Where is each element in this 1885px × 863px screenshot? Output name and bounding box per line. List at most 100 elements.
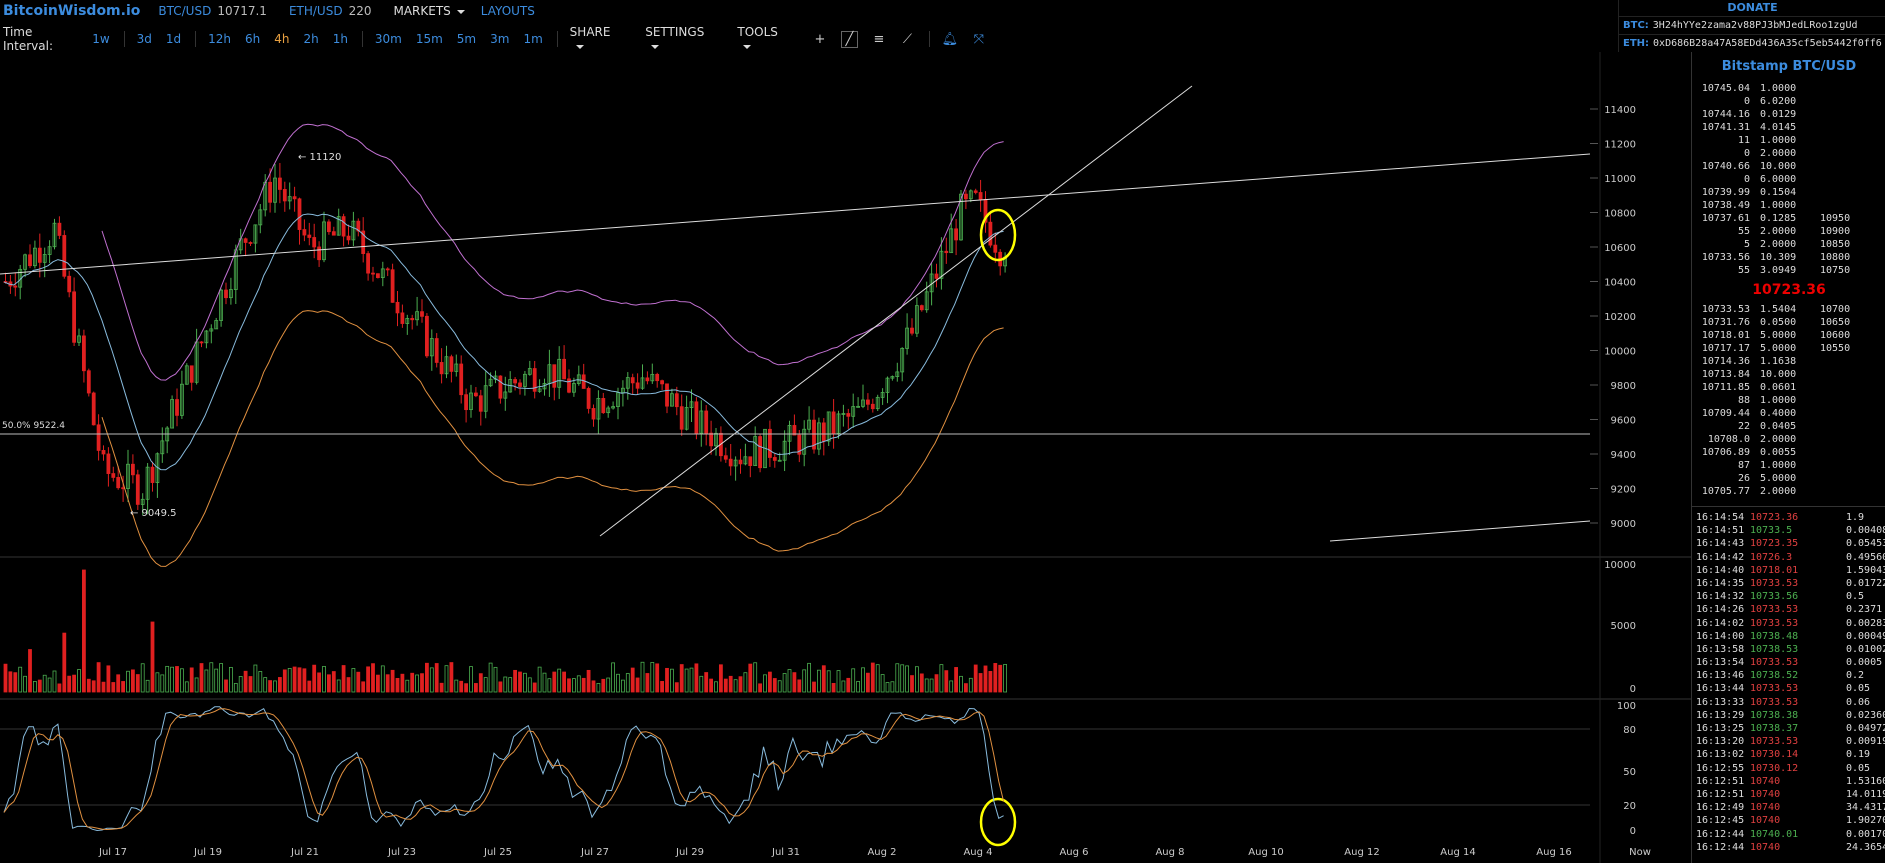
donate-title[interactable]: DONATE — [1727, 1, 1778, 14]
interval-3m[interactable]: 3m — [490, 32, 510, 46]
settings-menu[interactable]: SETTINGS — [645, 25, 711, 53]
orderbook-row[interactable]: 87 1.0000 — [1692, 459, 1885, 472]
volume-bar — [415, 674, 420, 693]
orderbook-row[interactable]: 10733.53 1.5404 10700 — [1692, 303, 1885, 316]
interval-1w[interactable]: 1w — [92, 32, 110, 46]
volume-bar — [209, 662, 214, 693]
date-axis-label: Aug 14 — [1440, 847, 1475, 858]
trade-row: 16:12:51 10740 1.53160 — [1692, 775, 1885, 788]
orderbook-row[interactable]: 10708.0 2.0000 — [1692, 433, 1885, 446]
volume-bar — [557, 668, 562, 693]
tools-menu[interactable]: TOOLS — [737, 25, 786, 53]
pair-btc-usd[interactable]: BTC/USD — [158, 4, 212, 18]
orderbook-row[interactable]: 0 6.0200 — [1692, 95, 1885, 108]
price-axis-label: 11000 — [1604, 174, 1636, 185]
orderbook-row[interactable]: 10740.66 10.000 — [1692, 160, 1885, 173]
orderbook-row[interactable]: 10744.16 0.0129 — [1692, 108, 1885, 121]
candle-body — [792, 425, 797, 436]
crosshair-icon[interactable]: + — [814, 31, 826, 47]
orderbook-row[interactable]: 0 6.0000 — [1692, 173, 1885, 186]
orderbook-row[interactable]: 10717.17 5.0000 10550 — [1692, 342, 1885, 355]
stoch-axis-label: 80 — [1623, 725, 1636, 736]
candle-body — [459, 363, 464, 396]
orderbook-row[interactable]: 22 0.0405 — [1692, 420, 1885, 433]
orderbook-row[interactable]: 10731.76 0.0500 10650 — [1692, 316, 1885, 329]
trade-time: 16:13:46 — [1696, 670, 1745, 682]
candle-body — [23, 254, 28, 270]
interval-15m[interactable]: 15m — [415, 32, 443, 46]
interval-4h[interactable]: 4h — [274, 32, 290, 46]
orderbook-row[interactable]: 10737.61 0.1285 10950 — [1692, 212, 1885, 225]
candle-body — [400, 312, 405, 324]
orderbook-row[interactable]: 10713.84 10.000 — [1692, 368, 1885, 381]
candle-body — [846, 413, 851, 417]
orderbook-row[interactable]: 10705.77 2.0000 — [1692, 485, 1885, 498]
interval-5m[interactable]: 5m — [456, 32, 477, 46]
orderbook-row[interactable]: 11 1.0000 — [1692, 134, 1885, 147]
orderbook-row[interactable]: 26 5.0000 — [1692, 472, 1885, 485]
orderbook-row[interactable]: 10711.85 0.0601 — [1692, 381, 1885, 394]
orderbook-row[interactable]: 10718.01 5.0000 10600 — [1692, 329, 1885, 342]
volume-bar — [77, 669, 81, 693]
orderbook-row[interactable]: 55 2.0000 10900 — [1692, 225, 1885, 238]
candle-body — [204, 330, 209, 344]
pair-eth-usd[interactable]: ETH/USD — [288, 4, 343, 18]
eth-address[interactable]: 0xD686B28a47A58EDd436A35cf5eb5442f0ff6 — [1653, 38, 1882, 49]
candle-body — [826, 411, 831, 442]
trade-time: 16:14:32 — [1696, 591, 1745, 603]
btc-address[interactable]: 3H24hYYe2zama2v88PJ3bMJedLRoo1zgUd — [1652, 20, 1858, 31]
trendline-icon[interactable]: ╱ — [841, 30, 858, 48]
orderbook-row[interactable]: 10709.44 0.4000 — [1692, 407, 1885, 420]
volume-bar — [978, 673, 983, 693]
interval-30m[interactable]: 30m — [374, 32, 402, 46]
orderbook-row[interactable]: 10738.49 1.0000 — [1692, 199, 1885, 212]
volume-bar — [170, 666, 175, 693]
date-axis-label: Jul 31 — [771, 847, 800, 858]
layouts-link[interactable]: LAYOUTS — [480, 4, 535, 18]
interval-12h[interactable]: 12h — [208, 32, 231, 46]
orderbook-row[interactable]: 0 2.0000 — [1692, 147, 1885, 160]
orderbook-row[interactable]: 10745.04 1.0000 — [1692, 82, 1885, 95]
volume-bar — [875, 664, 880, 693]
volume-bar — [836, 670, 841, 693]
markets-menu[interactable]: MARKETS — [393, 4, 465, 18]
candle-body — [866, 399, 870, 405]
orderbook-depth-price: 10750 — [1820, 265, 1851, 276]
volume-bar — [787, 669, 792, 693]
trade-price: 10733.53 — [1750, 604, 1799, 616]
candle-body — [96, 424, 101, 451]
orderbook-row[interactable]: 88 1.0000 — [1692, 394, 1885, 407]
interval-1h[interactable]: 1h — [332, 32, 348, 46]
trade-amount: 24.3654 — [1846, 841, 1885, 853]
site-logo[interactable]: BitcoinWisdom.io — [3, 3, 141, 19]
share-menu[interactable]: SHARE — [570, 25, 620, 53]
price-btc-usd: 10717.1 — [217, 4, 267, 18]
horizontal-lines-icon[interactable]: ≡ — [873, 31, 885, 47]
volume-bar — [366, 666, 371, 693]
orderbook-row[interactable]: 10741.31 4.0145 — [1692, 121, 1885, 134]
interval-6h[interactable]: 6h — [244, 32, 261, 46]
interval-1m[interactable]: 1m — [523, 32, 543, 46]
orderbook-row[interactable]: 5 2.0000 10850 — [1692, 238, 1885, 251]
volume-bar — [983, 665, 988, 693]
trade-amount: 0.0005 — [1846, 657, 1883, 669]
volume-bar — [738, 676, 743, 693]
interval-2h[interactable]: 2h — [303, 32, 319, 46]
orderbook-row[interactable]: 10739.99 0.1504 — [1692, 186, 1885, 199]
bell-icon[interactable]: 🔔︎ — [941, 31, 959, 47]
price-chart[interactable]: 1140011200110001080010600104001020010000… — [0, 52, 1691, 863]
trade-row: 16:14:00 10738.48 0.00049 — [1692, 630, 1885, 643]
candle-body — [199, 341, 204, 344]
interval-1d[interactable]: 1d — [165, 32, 182, 46]
interval-3d[interactable]: 3d — [136, 32, 152, 46]
candle-body — [454, 363, 459, 372]
orderbook-row[interactable]: 10714.36 1.1638 — [1692, 355, 1885, 368]
orderbook-row[interactable]: 10733.56 10.309 10800 — [1692, 251, 1885, 264]
draw-icon[interactable]: ⟋ — [902, 31, 912, 47]
trade-amount: 14.0119 — [1846, 788, 1885, 800]
volume-bar — [224, 679, 228, 693]
orderbook-row[interactable]: 55 3.0949 10750 — [1692, 264, 1885, 277]
fullscreen-icon[interactable]: ⤧ — [973, 31, 984, 47]
orderbook-amount: 6.0000 — [1760, 174, 1797, 185]
orderbook-row[interactable]: 10706.89 0.0055 — [1692, 446, 1885, 459]
